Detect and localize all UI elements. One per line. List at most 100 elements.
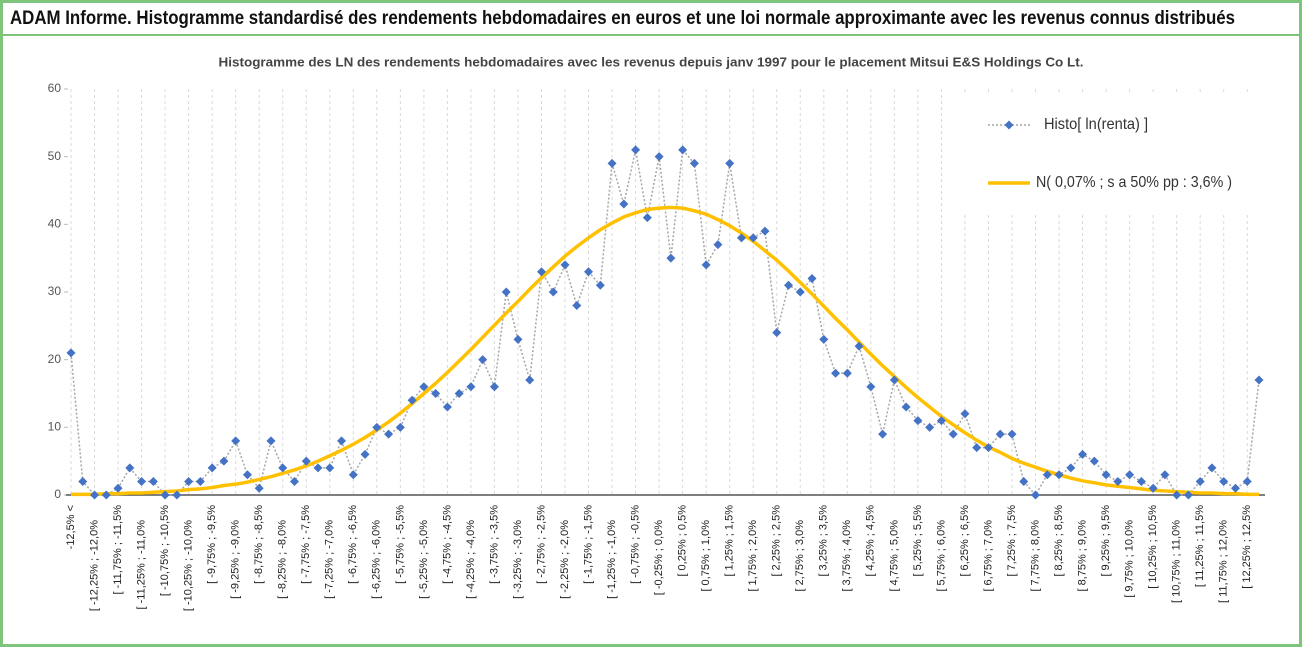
histogram-marker	[313, 463, 323, 473]
histogram-marker	[242, 470, 252, 480]
histogram-marker	[407, 395, 417, 405]
legend-label: Histo[ ln(renta) ]	[1044, 116, 1148, 133]
histogram-marker	[1042, 470, 1052, 480]
x-tick-label: [ 4,25% ; 4,5%	[865, 505, 877, 577]
histogram-marker	[1242, 476, 1252, 486]
histogram-marker	[466, 382, 476, 392]
histogram-marker	[195, 476, 205, 486]
histogram-marker	[1113, 476, 1123, 486]
x-tick-label: [ 2,75% ; 3,0%	[794, 520, 806, 592]
y-tick-label: 40	[48, 217, 62, 231]
x-tick-label: [ -6,25% ; -6,0%	[371, 520, 383, 599]
histogram-marker	[948, 429, 958, 439]
histogram-marker	[231, 436, 241, 446]
histogram-marker	[384, 429, 394, 439]
histogram-marker	[431, 389, 441, 398]
histogram-marker	[1219, 476, 1229, 486]
y-tick-label: 0	[54, 487, 61, 501]
histogram-marker	[525, 375, 535, 385]
x-tick-label: [ 2,25% ; 2,5%	[771, 505, 783, 577]
histogram-marker	[1089, 456, 1099, 466]
histogram-marker	[148, 476, 158, 486]
histogram-marker	[137, 476, 147, 486]
histogram-marker	[266, 436, 276, 446]
x-tick-label: [ 6,25% ; 6,5%	[959, 505, 971, 577]
histogram-marker	[736, 233, 746, 243]
x-tick-label: [ 4,75% ; 5,0%	[888, 520, 900, 592]
y-tick-label: 20	[48, 352, 62, 366]
histogram-marker	[1101, 470, 1111, 480]
histogram-marker	[219, 456, 229, 466]
histogram-marker	[90, 490, 100, 500]
histogram-marker	[595, 280, 605, 290]
legend-box	[962, 95, 1292, 213]
histogram-marker	[1007, 429, 1017, 439]
histogram-marker	[678, 145, 688, 155]
histogram-marker	[301, 456, 311, 466]
histogram-marker	[289, 476, 299, 486]
x-tick-label: [ 1,75% ; 2,0%	[747, 520, 759, 592]
x-tick-label: [ -7,75% ; -7,5%	[300, 505, 312, 584]
x-tick-label: [ -11,75% ; -11,5%	[112, 505, 124, 595]
histogram-marker	[78, 476, 88, 486]
x-tick-label: [ 12,25% ; 12,5%	[1241, 505, 1253, 589]
y-tick-label: 30	[48, 284, 62, 298]
histogram-marker	[1054, 470, 1064, 480]
histogram-marker	[913, 416, 923, 426]
histogram-marker	[842, 368, 852, 378]
x-tick-label: [ -1,25% ; -1,0%	[606, 520, 618, 599]
histogram-marker	[101, 490, 111, 500]
x-tick-label: [ 10,75% ; 11,0%	[1171, 520, 1183, 603]
histogram-marker	[983, 443, 993, 453]
histogram-marker	[654, 152, 664, 162]
histogram-marker	[795, 287, 805, 297]
x-tick-label: [ 0,25% ; 0,5%	[677, 505, 689, 577]
histogram-marker	[619, 199, 629, 209]
histogram-marker	[701, 260, 711, 270]
x-tick-label: [ -9,25% ; -9,0%	[230, 520, 242, 599]
histogram-marker	[901, 402, 911, 412]
histogram-marker	[1066, 463, 1076, 473]
histogram-marker	[772, 328, 782, 338]
histogram-marker	[360, 449, 370, 459]
chart-subtitle: Histogramme des LN des rendements hebdom…	[219, 54, 1084, 69]
histogram-marker	[454, 389, 464, 398]
histogram-marker	[1254, 375, 1264, 385]
histogram-marker	[666, 253, 676, 263]
histogram-marker	[548, 287, 558, 297]
histogram-marker	[1172, 490, 1182, 500]
histogram-marker	[419, 382, 429, 392]
histogram-marker	[831, 368, 841, 378]
histogram-marker	[819, 334, 829, 344]
histogram-marker	[113, 483, 123, 493]
x-tick-label: [ 8,75% ; 9,0%	[1076, 520, 1088, 592]
histogram-marker	[1078, 449, 1088, 459]
x-tick-label: [ 0,75% ; 1,0%	[700, 520, 712, 592]
histogram-marker	[337, 436, 347, 446]
histogram-marker	[395, 422, 405, 432]
histogram-marker	[960, 409, 970, 419]
histogram-marker	[584, 267, 594, 277]
histogram-marker	[995, 429, 1005, 439]
histogram-marker	[1207, 463, 1217, 473]
histogram-marker	[442, 402, 452, 412]
x-tick-label: [ 8,25% ; 8,5%	[1053, 505, 1065, 577]
legend-label: N( 0,07% ; s a 50% pp : 3,6% )	[1036, 174, 1232, 191]
x-tick-label: [ -4,75% ; -4,5%	[441, 505, 453, 584]
x-tick-label: [ 5,75% ; 6,0%	[935, 520, 947, 592]
x-tick-label: [ 9,75% ; 10,0%	[1124, 520, 1136, 598]
histogram-marker	[1230, 483, 1240, 493]
normal-curve	[71, 205, 1259, 497]
histogram-marker	[478, 355, 488, 365]
histogram-marker	[1125, 470, 1135, 480]
histogram-marker	[925, 422, 935, 432]
x-tick-label: [ -0,25% ; 0,0%	[653, 520, 665, 595]
x-tick-label: [ 11,25% ; 11,5%	[1194, 505, 1206, 587]
histogram-marker	[1019, 476, 1029, 486]
histogram-marker	[560, 260, 570, 270]
histogram-marker	[807, 273, 817, 283]
x-tick-label: [ -4,25% ; -4,0%	[465, 520, 477, 599]
histogram-marker	[713, 240, 723, 250]
x-tick-label: [ -3,75% ; -3,5%	[488, 505, 500, 584]
